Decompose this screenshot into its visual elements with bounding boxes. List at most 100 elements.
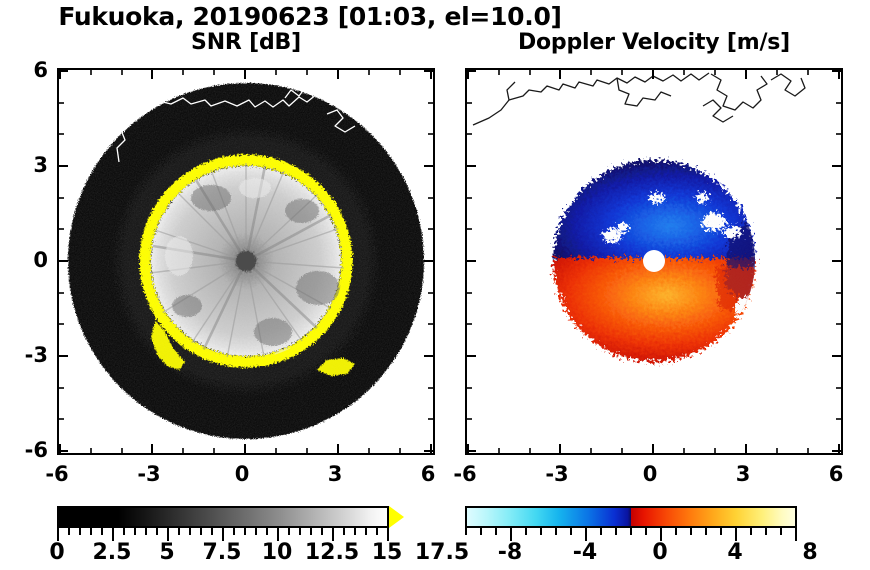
doppler-xtick-top [745,70,747,79]
doppler-colorbar-extend-min-arrow [450,506,465,528]
snr-colorbar-label: 0 [49,540,65,565]
snr-ytick-right [424,260,433,262]
doppler-xtick-top-minor [683,70,685,75]
doppler-ytick-right-minor [836,323,841,325]
doppler-xtick-top-minor [590,70,592,75]
snr-ytick-right-minor [428,387,433,389]
snr-colorbar-label: 7.5 [202,540,242,565]
doppler-ytick-major [467,165,476,167]
doppler-ytick-minor [467,102,472,104]
doppler-xtick-minor [714,448,716,453]
doppler-colorbar-label: 0 [652,540,668,565]
doppler-colorbar-gradient [465,506,797,528]
doppler-ytick-right [832,70,841,72]
doppler-ytick-major [467,70,476,72]
doppler-ytick-major [467,355,476,357]
snr-colorbar-label: 12.5 [304,540,360,565]
doppler-xtick-minor [621,448,623,453]
snr-ytick-minor [59,228,64,230]
snr-ytick-right-minor [428,228,433,230]
snr-xtick-top [430,70,432,79]
snr-xtick-major [244,444,246,453]
snr-xtick-minor [399,448,401,453]
doppler-xtick-top-minor [621,70,623,75]
doppler-xtick-top-minor [498,70,500,75]
snr-ytick-label: 6 [33,58,48,82]
snr-xtick-label: 6 [420,462,436,486]
snr-ytick-major [59,355,68,357]
snr-xtick-label: -3 [137,462,161,486]
doppler-ytick-minor [467,197,472,199]
doppler-ytick-minor [467,292,472,294]
doppler-ytick-right [832,260,841,262]
doppler-ytick-right-minor [836,102,841,104]
snr-image-clip [59,70,433,453]
doppler-xtick-label: 0 [642,462,658,486]
snr-colorbar-label: 10 [261,540,293,565]
snr-xtick-label: 3 [327,462,343,486]
doppler-ytick-minor [467,323,472,325]
snr-ytick-major [59,165,68,167]
doppler-xtick-top-minor [776,70,778,75]
doppler-xtick-minor [529,448,531,453]
panel-title-snr: SNR [dB] [191,30,301,55]
snr-ytick-right-minor [428,323,433,325]
doppler-colorbar[interactable]: -8 -4 0 4 8 [450,506,818,565]
snr-ytick-minor [59,197,64,199]
doppler-colorbar-label: -8 [497,540,523,565]
figure-suptitle: Fukuoka, 20190623 [01:03, el=10.0] [58,2,562,31]
snr-xtick-top [244,70,246,79]
snr-xtick-minor [368,448,370,453]
snr-xtick-top [59,70,61,79]
doppler-image-clip [467,70,841,453]
doppler-colorbar-label: -4 [572,540,598,565]
doppler-ytick-right [832,450,841,452]
doppler-ytick-right-minor [836,133,841,135]
snr-ytick-right [424,70,433,72]
snr-ytick-right-minor [428,292,433,294]
snr-xtick-minor [275,448,277,453]
snr-xtick-minor [306,448,308,453]
doppler-xtick-top-minor [529,70,531,75]
snr-ytick-minor [59,418,64,420]
snr-ytick-minor [59,387,64,389]
snr-xtick-minor [90,448,92,453]
snr-xtick-top-minor [275,70,277,75]
snr-ytick-right-minor [428,102,433,104]
doppler-xtick-label: -6 [453,462,477,486]
snr-xtick-minor [182,448,184,453]
doppler-xtick-top [467,70,469,79]
snr-ytick-major [59,450,68,452]
snr-ytick-right-minor [428,133,433,135]
doppler-ytick-minor [467,387,472,389]
snr-xtick-minor [213,448,215,453]
snr-xtick-top-minor [399,70,401,75]
snr-ytick-minor [59,133,64,135]
doppler-xtick-top [838,70,840,79]
doppler-xtick-minor [590,448,592,453]
doppler-xtick-label: 6 [828,462,844,486]
doppler-ytick-right-minor [836,228,841,230]
snr-ytick-major [59,70,68,72]
snr-xtick-top-minor [121,70,123,75]
snr-xtick-top-minor [90,70,92,75]
snr-xtick-label: 0 [234,462,250,486]
plot-area-doppler [465,68,843,455]
doppler-ytick-right-minor [836,292,841,294]
doppler-xtick-minor [498,448,500,453]
snr-xtick-major [430,444,432,453]
doppler-ppi-image [467,70,841,453]
snr-colorbar-extend-max-arrow [389,506,404,528]
snr-colorbar[interactable]: 0 2.5 5 7.5 10 12.5 15 17.5 [49,506,469,565]
snr-ytick-right [424,165,433,167]
snr-xtick-top-minor [306,70,308,75]
doppler-xtick-major [838,444,840,453]
doppler-xtick-label: -3 [545,462,569,486]
doppler-ytick-right [832,165,841,167]
doppler-xtick-major [467,444,469,453]
doppler-ytick-right-minor [836,387,841,389]
doppler-xtick-top [652,70,654,79]
snr-ytick-minor [59,292,64,294]
snr-ytick-right [424,450,433,452]
